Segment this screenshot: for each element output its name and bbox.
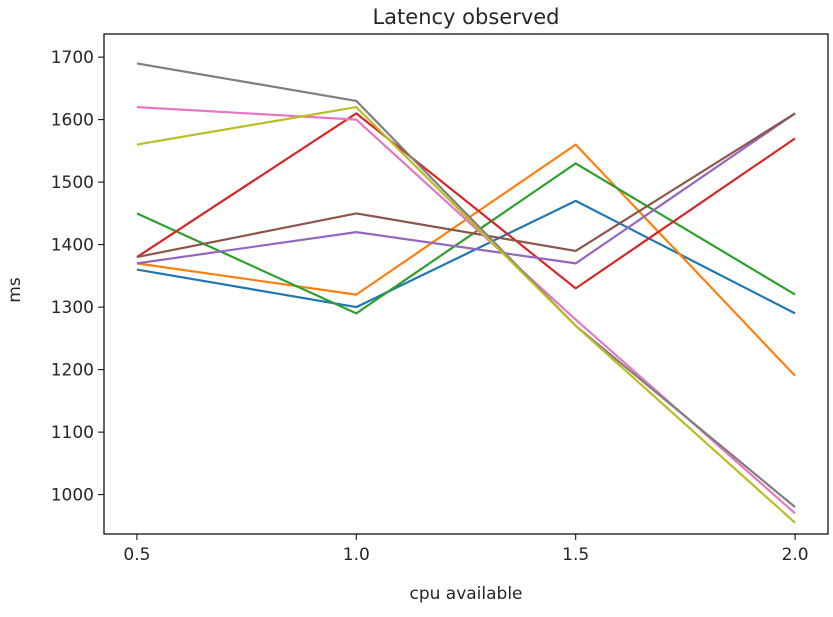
- series-line-7: [136, 106, 796, 515]
- y-tick-label: 1500: [51, 173, 94, 193]
- y-axis-label: ms: [5, 277, 25, 303]
- series-line-9: [136, 105, 796, 524]
- x-tick-label: 1.0: [343, 545, 370, 565]
- series-layer: [136, 62, 796, 524]
- series-line-6: [136, 112, 796, 259]
- x-axis-label: cpu available: [409, 584, 522, 604]
- y-tick-label: 1600: [51, 111, 94, 131]
- y-tick-label: 1000: [51, 486, 94, 506]
- x-tick-label: 2.0: [782, 545, 809, 565]
- chart-title: Latency observed: [372, 5, 559, 29]
- series-line-5: [136, 112, 796, 265]
- y-tick-label: 1100: [51, 423, 94, 443]
- x-tick-label: 1.5: [562, 545, 589, 565]
- series-line-3: [136, 162, 796, 315]
- y-axis: 1000 1100 1200 1300 1400 1500 1600 1700: [51, 48, 104, 506]
- series-line-4: [136, 112, 796, 290]
- series-line-1: [136, 199, 796, 315]
- plot-frame: [103, 33, 829, 535]
- y-tick-label: 1300: [51, 298, 94, 318]
- series-line-8: [136, 62, 796, 508]
- x-tick-label: 0.5: [123, 545, 150, 565]
- y-tick-label: 1700: [51, 48, 94, 68]
- x-axis: 0.5 1.0 1.5 2.0: [123, 534, 809, 565]
- y-tick-label: 1400: [51, 236, 94, 256]
- y-tick-label: 1200: [51, 361, 94, 381]
- series-line-2: [136, 143, 796, 377]
